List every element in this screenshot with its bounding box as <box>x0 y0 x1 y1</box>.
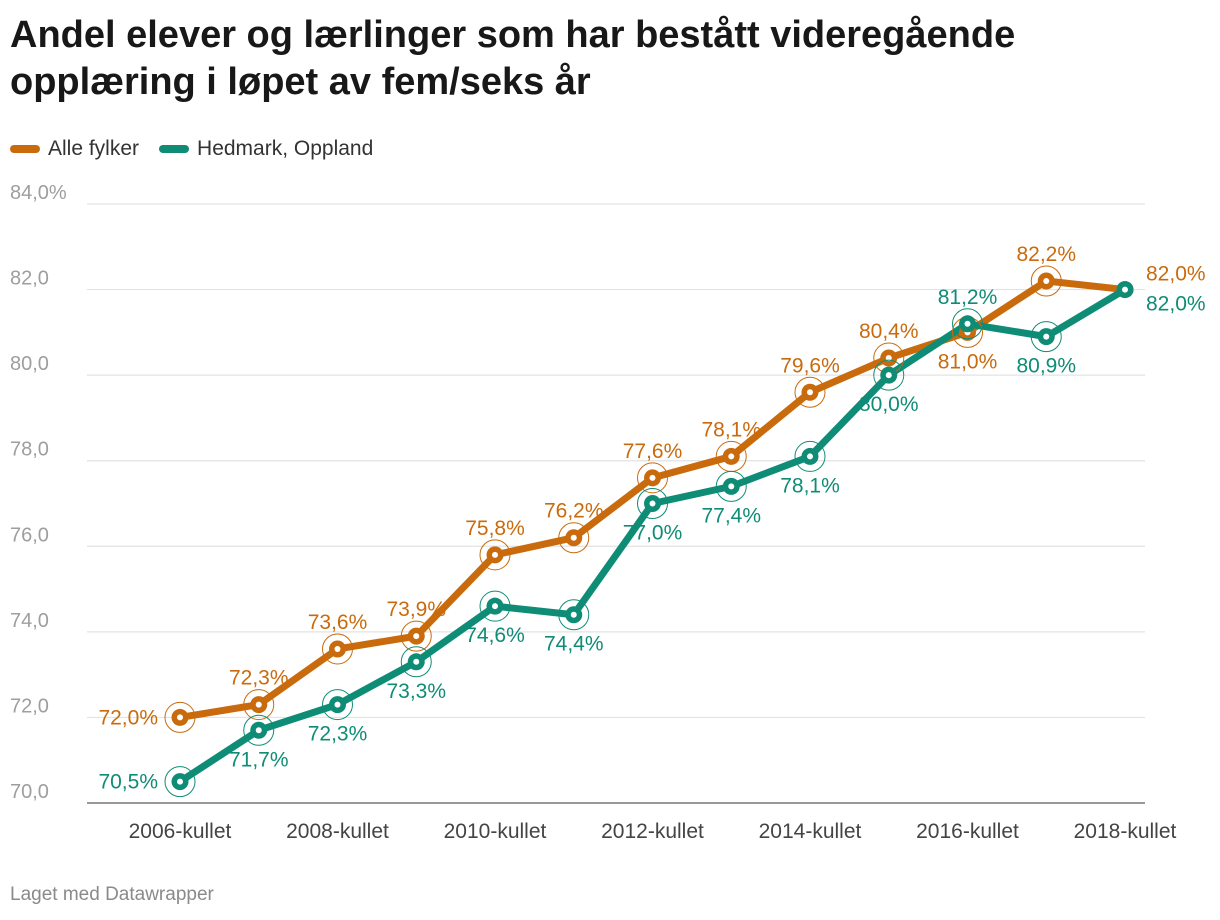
chart-title-line-1: Andel elever og lærlinger som har beståt… <box>10 14 1016 56</box>
data-label: 77,6% <box>623 440 683 463</box>
data-point-center <box>885 355 892 362</box>
data-label: 74,6% <box>465 624 525 647</box>
data-label: 73,3% <box>386 680 446 703</box>
y-tick-label: 78,0 <box>10 439 49 461</box>
data-point-center <box>807 453 813 460</box>
data-point-center <box>1043 278 1050 285</box>
data-point-center <box>177 714 183 721</box>
data-point-center <box>570 611 577 618</box>
data-label: 73,6% <box>308 611 368 634</box>
y-tick-label: 72,0 <box>10 695 49 717</box>
data-point-center <box>1043 333 1050 340</box>
data-label: 72,3% <box>308 723 368 746</box>
data-label: 80,4% <box>859 320 919 343</box>
data-point-center <box>255 727 262 734</box>
y-tick-label: 74,0 <box>10 610 49 632</box>
data-label: 81,2% <box>938 286 998 309</box>
data-point-halo <box>558 522 590 554</box>
data-point-halo <box>558 599 590 631</box>
data-label: 76,2% <box>544 500 604 523</box>
data-label: 82,0% <box>1146 263 1206 286</box>
legend-swatch-hedmark-oppland <box>159 145 190 153</box>
data-point-center <box>1122 286 1128 293</box>
chart-title: Andel elever og lærlinger som har beståt… <box>10 12 1200 106</box>
data-point-center <box>807 389 813 396</box>
data-label: 82,2% <box>1016 243 1076 266</box>
data-point-center <box>413 633 420 640</box>
data-point-halo <box>1030 265 1062 297</box>
data-point-halo <box>952 308 983 340</box>
data-point-center <box>413 658 420 665</box>
y-tick-label: 76,0 <box>10 524 49 546</box>
data-point-halo <box>637 488 668 519</box>
data-point-halo <box>715 470 747 502</box>
data-point-center <box>570 534 577 541</box>
data-point-halo <box>322 689 353 721</box>
data-point-halo <box>794 440 826 472</box>
data-point-halo <box>164 701 196 733</box>
data-point-halo <box>400 620 432 652</box>
data-label: 73,9% <box>386 598 446 621</box>
data-point-center <box>728 483 735 490</box>
chart-title-line-2: opplæring i løpet av fem/seks år <box>10 61 591 103</box>
x-tick-label: 2016-kullet <box>916 820 1019 843</box>
data-point-center <box>255 701 262 708</box>
data-point-center <box>492 603 498 610</box>
data-point-center <box>649 474 656 481</box>
x-tick-label: 2006-kullet <box>129 820 232 843</box>
data-point-halo <box>243 689 275 721</box>
data-label: 80,9% <box>1016 355 1076 378</box>
data-point-halo <box>164 766 196 798</box>
legend-swatch-alle-fylker <box>10 145 40 153</box>
data-label: 78,1% <box>780 474 840 497</box>
x-tick-label: 2012-kullet <box>601 820 704 843</box>
data-point-center <box>728 453 735 460</box>
y-tick-label: 80,0 <box>10 353 49 375</box>
y-tick-label: 84,0% <box>10 182 67 204</box>
data-label: 74,4% <box>544 633 604 656</box>
data-label: 70,5% <box>98 771 158 794</box>
legend-item-hedmark-oppland: Hedmark, Oppland <box>159 137 373 161</box>
data-point-center <box>885 372 892 379</box>
data-point-halo <box>400 646 432 678</box>
data-point-halo <box>794 376 826 408</box>
data-point-center <box>649 500 656 507</box>
data-label: 77,4% <box>701 504 761 527</box>
legend-label-hedmark-oppland: Hedmark, Oppland <box>197 137 374 160</box>
y-tick-label: 82,0 <box>10 268 49 290</box>
data-label: 80,0% <box>859 393 919 416</box>
data-point-center <box>334 701 341 708</box>
legend-item-alle-fylker: Alle fylker <box>10 137 139 161</box>
data-label: 77,0% <box>623 522 683 545</box>
data-point-halo <box>479 590 511 622</box>
x-tick-label: 2014-kullet <box>759 820 862 843</box>
x-tick-label: 2008-kullet <box>286 820 389 843</box>
data-label: 72,3% <box>229 667 289 690</box>
data-point-center <box>177 778 183 785</box>
data-point-halo <box>637 462 668 494</box>
data-point-center <box>964 320 971 327</box>
data-label: 79,6% <box>780 354 840 377</box>
data-point-center <box>492 551 498 558</box>
data-point-halo <box>479 539 511 571</box>
legend: Alle fylker Hedmark, Oppland <box>10 137 393 161</box>
data-point-center <box>334 645 341 652</box>
data-point-halo <box>322 633 353 665</box>
data-label: 72,0% <box>98 706 158 729</box>
x-tick-label: 2010-kullet <box>444 820 547 843</box>
footer-credit: Laget med Datawrapper <box>10 884 214 905</box>
data-point-halo <box>243 714 275 746</box>
data-label: 82,0% <box>1146 293 1206 316</box>
data-label: 75,8% <box>465 517 525 540</box>
data-label: 71,7% <box>229 748 289 771</box>
data-point-halo <box>1030 321 1062 353</box>
data-label: 81,0% <box>938 350 998 373</box>
legend-label-alle-fylker: Alle fylker <box>48 137 140 160</box>
data-point-halo <box>873 359 905 391</box>
y-tick-label: 70,0 <box>10 781 49 803</box>
x-tick-label: 2018-kullet <box>1074 820 1177 843</box>
data-label: 78,1% <box>701 418 761 441</box>
